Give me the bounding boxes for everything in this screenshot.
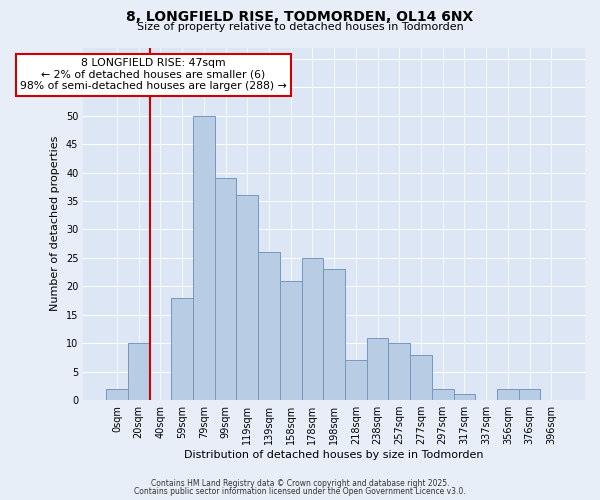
- Y-axis label: Number of detached properties: Number of detached properties: [50, 136, 61, 312]
- Bar: [410, 354, 432, 400]
- Bar: [519, 388, 541, 400]
- Bar: [193, 116, 215, 400]
- Text: 8 LONGFIELD RISE: 47sqm
← 2% of detached houses are smaller (6)
98% of semi-deta: 8 LONGFIELD RISE: 47sqm ← 2% of detached…: [20, 58, 287, 92]
- Bar: [302, 258, 323, 400]
- Text: Contains HM Land Registry data © Crown copyright and database right 2025.: Contains HM Land Registry data © Crown c…: [151, 478, 449, 488]
- Bar: [432, 388, 454, 400]
- Bar: [171, 298, 193, 400]
- Text: Size of property relative to detached houses in Todmorden: Size of property relative to detached ho…: [137, 22, 463, 32]
- Text: 8, LONGFIELD RISE, TODMORDEN, OL14 6NX: 8, LONGFIELD RISE, TODMORDEN, OL14 6NX: [127, 10, 473, 24]
- Text: Contains public sector information licensed under the Open Government Licence v3: Contains public sector information licen…: [134, 487, 466, 496]
- Bar: [497, 388, 519, 400]
- Bar: [236, 196, 258, 400]
- Bar: [258, 252, 280, 400]
- Bar: [345, 360, 367, 400]
- Bar: [323, 270, 345, 400]
- Bar: [215, 178, 236, 400]
- Bar: [388, 343, 410, 400]
- Bar: [106, 388, 128, 400]
- Bar: [128, 343, 149, 400]
- Bar: [280, 280, 302, 400]
- Bar: [454, 394, 475, 400]
- Bar: [367, 338, 388, 400]
- X-axis label: Distribution of detached houses by size in Todmorden: Distribution of detached houses by size …: [184, 450, 484, 460]
